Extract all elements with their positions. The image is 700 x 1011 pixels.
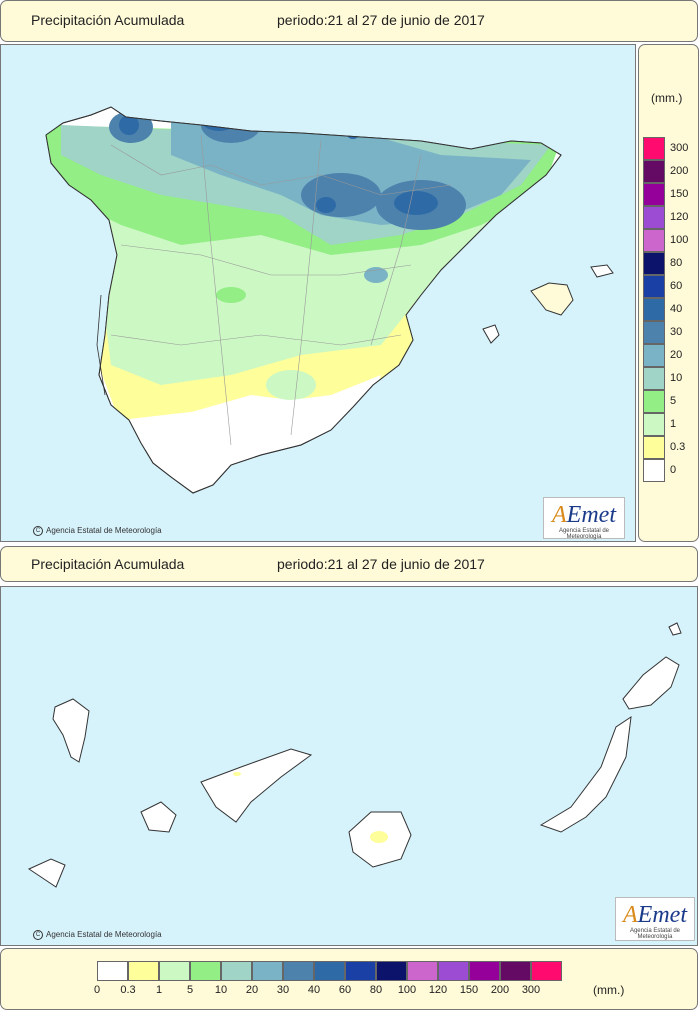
legend-swatch [190,961,221,981]
legend-label: 300 [521,984,541,996]
copyright-icon: C [33,930,43,940]
credit-canarias: C Agencia Estatal de Meteorología [33,930,162,940]
legend-label: 5 [186,984,194,996]
legend-swatch [97,961,128,981]
ibiza-island [482,324,500,344]
tenerife-island [200,748,313,823]
copyright-icon: C [33,526,43,536]
legend-label: 20 [245,984,259,996]
map-title: Precipitación Acumulada [31,12,185,28]
legend-swatch [500,961,531,981]
legend-label: 120 [428,984,448,996]
legend-swatch [643,459,665,482]
legend-swatch [643,252,665,275]
map-title-canarias: Precipitación Acumulada [31,556,185,572]
legend-swatch [159,961,190,981]
legend-swatch [643,137,665,160]
legend-label: 10 [670,372,683,384]
menorca-island [590,264,614,278]
legend-label: 40 [307,984,321,996]
peninsula-map: C Agencia Estatal de Meteorología AEmet A… [0,44,636,542]
legend-label: 0 [93,984,101,996]
legend-label: 150 [670,188,689,200]
legend-label: 80 [369,984,383,996]
legend-swatch [643,229,665,252]
legend-swatch [643,344,665,367]
legend-swatch [438,961,469,981]
legend-swatch [128,961,159,981]
legend-label: 200 [490,984,510,996]
legend-label: 1 [670,418,677,430]
legend-label: 120 [670,211,689,223]
legend-swatch [283,961,314,981]
legend-swatch [643,390,665,413]
lanzarote-island [622,656,680,710]
legend-swatch [643,298,665,321]
legend-swatch [345,961,376,981]
canarias-map: C Agencia Estatal de Meteorología AEmet A… [0,586,698,946]
map-period-canarias: periodo:21 al 27 de junio de 2017 [277,556,485,572]
credit-peninsula: C Agencia Estatal de Meteorología [33,526,162,536]
legend-swatch [643,367,665,390]
legend-unit: (mm.) [651,91,683,105]
legend-swatch [407,961,438,981]
legend-vertical-panel: (mm.) 300 200 150 120 100 80 60 40 30 20 10 5 1 0.3 0 [638,44,699,542]
legend-label: 0.3 [670,441,686,453]
peninsula-map-svg [45,106,614,494]
legend-label: 60 [338,984,352,996]
map-period: periodo:21 al 27 de junio de 2017 [277,12,485,28]
legend-label: 30 [276,984,290,996]
legend-swatch [643,183,665,206]
la-palma-island [52,698,90,763]
legend-label: 30 [670,326,683,338]
title-bar-canarias: Precipitación Acumulada periodo:21 al 27… [0,546,698,582]
title-bar-peninsula: Precipitación Acumulada periodo:21 al 27… [0,0,698,42]
legend-unit-bottom: (mm.) [593,983,625,997]
legend-swatch [643,413,665,436]
legend-label: 150 [459,984,479,996]
legend-label: 60 [670,280,683,292]
la-graciosa-island [668,622,682,636]
legend-swatch [643,160,665,183]
canarias-map-svg [27,622,682,888]
el-hierro-island [27,858,66,888]
fuerteventura-island [539,715,632,833]
legend-label: 5 [670,395,677,407]
legend-swatch [469,961,500,981]
legend-horizontal-panel: 0 0.3 1 5 10 20 30 40 60 80 100 120 150 200 300 (mm.) [0,948,698,1010]
legend-swatch [252,961,283,981]
legend-swatch [221,961,252,981]
legend-swatch [643,206,665,229]
legend-label: 40 [670,303,683,315]
legend-swatch [643,436,665,459]
legend-label: 300 [670,142,689,154]
legend-label: 1 [155,984,163,996]
legend-label: 100 [397,984,417,996]
legend-swatch [531,961,562,981]
legend-label: 200 [670,165,689,177]
aemet-logo-canarias: AEmet Agencia Estatal de Meteorología [615,897,695,941]
legend-swatch [643,321,665,344]
legend-label: 10 [214,984,228,996]
la-gomera-island [140,801,177,833]
aemet-logo: AEmet Agencia Estatal de Meteorología [543,497,625,540]
legend-label: 0.3 [120,984,136,996]
legend-swatch [376,961,407,981]
mallorca-island [530,282,574,316]
legend-swatch [314,961,345,981]
legend-label: 100 [670,234,689,246]
legend-label: 0 [670,464,677,476]
legend-label: 20 [670,349,683,361]
legend-label: 80 [670,257,683,269]
legend-swatch [643,275,665,298]
